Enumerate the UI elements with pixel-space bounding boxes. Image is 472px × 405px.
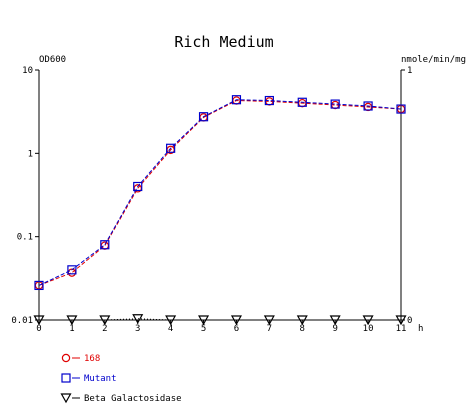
y-right-tick-label: 0 bbox=[407, 316, 412, 326]
data-point bbox=[296, 315, 308, 326]
data-point bbox=[297, 97, 307, 107]
data-point bbox=[132, 314, 144, 324]
series-168 bbox=[34, 96, 406, 290]
data-point bbox=[264, 95, 274, 106]
x-tick-label: 1 bbox=[69, 324, 74, 334]
x-tick-label: 5 bbox=[201, 324, 206, 334]
data-point bbox=[231, 95, 242, 105]
data-point bbox=[99, 315, 111, 326]
legend-item-beta-galactosidase: Beta Galactosidase bbox=[60, 393, 182, 404]
y-right-axis-label: nmole/min/mg bbox=[401, 55, 466, 65]
y-left-axis-label: OD600 bbox=[39, 55, 66, 65]
y-left-tick-label: 1 bbox=[28, 149, 33, 159]
y-right-tick-label: 1 bbox=[407, 66, 412, 76]
data-point bbox=[33, 315, 45, 326]
x-tick-label: 3 bbox=[135, 324, 140, 334]
x-tick-label: 9 bbox=[332, 324, 337, 334]
legend-label: Mutant bbox=[84, 374, 117, 384]
data-point bbox=[133, 181, 143, 192]
data-point bbox=[363, 101, 373, 111]
data-point bbox=[165, 315, 177, 326]
series-line bbox=[38, 99, 402, 286]
y-left-tick-label: 0.01 bbox=[11, 316, 33, 326]
y-left-tick-label: 10 bbox=[22, 66, 33, 76]
data-point bbox=[396, 104, 406, 114]
data-point bbox=[362, 315, 374, 326]
data-point bbox=[198, 315, 210, 326]
legend: 168 Mutant Beta Galactosidase bbox=[60, 353, 182, 404]
legend-marker bbox=[61, 353, 71, 363]
x-tick-label: 2 bbox=[102, 324, 107, 334]
x-tick-label: 7 bbox=[267, 324, 272, 334]
data-point bbox=[263, 315, 275, 326]
data-point bbox=[330, 99, 340, 109]
x-tick-label: 0 bbox=[36, 324, 41, 334]
legend-item-mutant: Mutant bbox=[61, 373, 117, 384]
x-tick-label: 8 bbox=[300, 324, 305, 334]
data-point bbox=[395, 315, 407, 326]
data-point bbox=[100, 240, 110, 250]
data-point bbox=[67, 265, 77, 275]
legend-item-168: 168 bbox=[61, 353, 100, 364]
x-tick-label: 6 bbox=[234, 324, 239, 334]
legend-label: 168 bbox=[84, 354, 100, 364]
data-point bbox=[166, 143, 176, 153]
legend-label: Beta Galactosidase bbox=[84, 394, 182, 404]
x-tick-label: 10 bbox=[363, 324, 374, 334]
x-tick-label: 4 bbox=[168, 324, 173, 334]
legend-marker bbox=[61, 373, 71, 383]
legend-marker bbox=[60, 393, 72, 404]
x-axis-unit-label: h bbox=[418, 324, 423, 334]
x-tick-label: 11 bbox=[396, 324, 407, 334]
data-point bbox=[34, 280, 44, 291]
data-point bbox=[66, 315, 78, 326]
series-line bbox=[38, 100, 402, 286]
data-point bbox=[329, 315, 341, 326]
y-left-tick-label: 0.1 bbox=[17, 233, 33, 243]
series-mutant bbox=[34, 95, 406, 291]
data-point bbox=[230, 315, 242, 326]
x-ticks: 0 1 2 3 4 5 6 7 8 9 10 11 bbox=[36, 320, 406, 334]
series-line bbox=[39, 318, 401, 321]
chart-title: Rich Medium bbox=[174, 33, 273, 51]
series-layer bbox=[33, 95, 407, 326]
series-beta-galactosidase bbox=[33, 314, 407, 326]
data-point bbox=[198, 112, 209, 122]
